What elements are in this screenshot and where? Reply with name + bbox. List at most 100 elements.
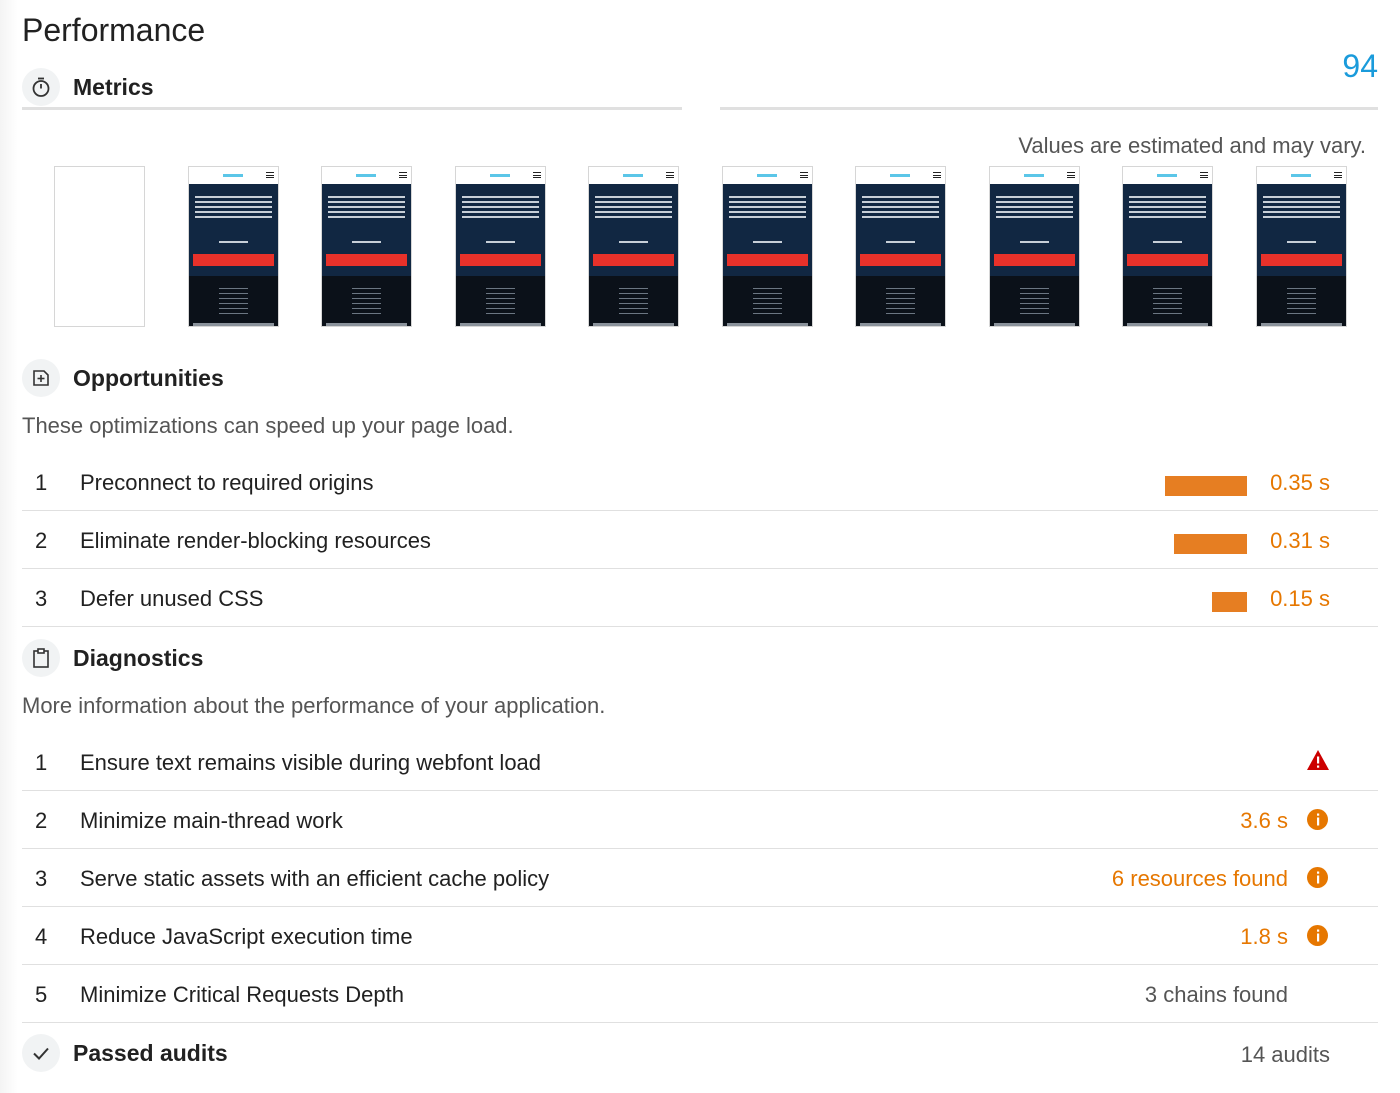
frame-text-line [462, 206, 539, 208]
row-title: Serve static assets with an efficient ca… [80, 866, 550, 891]
diagnostic-row[interactable]: 5 Minimize Critical Requests Depth 3 cha… [22, 965, 1378, 1023]
frame-footer-line [886, 298, 915, 299]
frame-footer-line [1153, 298, 1182, 299]
frame-hero [322, 184, 411, 276]
frame-logo [623, 174, 643, 177]
frame-hero [189, 184, 278, 276]
row-value: 6 resources found [1111, 866, 1288, 891]
diagnostic-row[interactable]: 4 Reduce JavaScript execution time 1.8 s [22, 907, 1378, 965]
frame-hero [990, 184, 1079, 276]
frame-header [189, 167, 278, 184]
frame-header [322, 167, 411, 184]
frame-text-line [195, 211, 272, 213]
frame-footer-line [1287, 308, 1316, 309]
frame-footer-line [886, 303, 915, 304]
filmstrip-frame-blank [54, 166, 145, 327]
frame-bottom-bar [1261, 323, 1342, 326]
frame-cta-bar [193, 254, 274, 266]
row-number: 2 [35, 528, 48, 553]
passed-audits-count: 14 audits [1240, 1042, 1330, 1067]
opportunity-row[interactable]: 2 Eliminate render-blocking resources 0.… [22, 511, 1378, 569]
frame-footer-line [219, 293, 248, 294]
hamburger-icon [533, 172, 541, 178]
row-number: 5 [35, 982, 48, 1007]
frame-hero [1257, 184, 1346, 276]
frame-footer-line [1153, 313, 1182, 314]
frame-text-line [619, 241, 648, 243]
row-title: Minimize Critical Requests Depth [80, 982, 404, 1007]
frame-hero [456, 184, 545, 276]
info-icon [1307, 867, 1328, 888]
frame-text-line [462, 211, 539, 213]
diagnostic-row[interactable]: 1 Ensure text remains visible during web… [22, 733, 1378, 791]
metrics-note: Values are estimated and may vary. [1018, 133, 1366, 158]
frame-text-line [1129, 196, 1206, 198]
frame-footer-line [1153, 303, 1182, 304]
frame-text-line [996, 206, 1073, 208]
frame-logo [490, 174, 510, 177]
hamburger-icon [800, 172, 808, 178]
frame-footer-line [619, 293, 648, 294]
frame-text-line [1287, 241, 1316, 243]
frame-header [856, 167, 945, 184]
row-number: 1 [35, 750, 48, 775]
frame-cta-bar [994, 254, 1075, 266]
left-shade [0, 0, 18, 1093]
frame-footer-line [753, 313, 782, 314]
frame-footer [990, 276, 1079, 326]
frame-text-line [862, 206, 939, 208]
frame-text-line [729, 216, 806, 218]
frame-text-line [729, 206, 806, 208]
frame-footer-line [1153, 293, 1182, 294]
frame-footer-line [886, 308, 915, 309]
diagnostics-header: Diagnostics [22, 639, 203, 677]
frame-text-line [1129, 216, 1206, 218]
frame-hero [723, 184, 812, 276]
frame-text-line [886, 241, 915, 243]
opportunity-row[interactable]: 1 Preconnect to required origins 0.35 s [22, 453, 1378, 511]
frame-footer-line [753, 298, 782, 299]
frame-text-line [1153, 241, 1182, 243]
frame-header [1257, 167, 1346, 184]
frame-text-line [1129, 206, 1206, 208]
filmstrip-frame [1122, 166, 1213, 327]
frame-footer-line [486, 288, 515, 289]
frame-footer [589, 276, 678, 326]
frame-footer-line [753, 303, 782, 304]
frame-footer-line [352, 313, 381, 314]
diagnostic-row[interactable]: 3 Serve static assets with an efficient … [22, 849, 1378, 907]
frame-text-line [328, 196, 405, 198]
frame-logo [757, 174, 777, 177]
filmstrip-frame [588, 166, 679, 327]
frame-text-line [996, 216, 1073, 218]
frame-logo [1291, 174, 1311, 177]
frame-cta-bar [1261, 254, 1342, 266]
frame-text-line [595, 196, 672, 198]
frame-text-line [1263, 196, 1340, 198]
row-value: 0.15 s [1270, 586, 1330, 611]
frame-footer-line [1020, 313, 1049, 314]
opportunity-icon [22, 359, 60, 397]
frame-header [589, 167, 678, 184]
frame-footer [856, 276, 945, 326]
hamburger-icon [1067, 172, 1075, 178]
frame-footer-line [219, 313, 248, 314]
hamburger-icon [1200, 172, 1208, 178]
frame-bottom-bar [593, 323, 674, 326]
metrics-label: Metrics [73, 73, 154, 100]
opportunity-row[interactable]: 3 Defer unused CSS 0.15 s [22, 569, 1378, 627]
row-title: Ensure text remains visible during webfo… [80, 750, 542, 775]
diagnostic-row[interactable]: 2 Minimize main-thread work 3.6 s [22, 791, 1378, 849]
frame-footer-line [1287, 288, 1316, 289]
page-title: Performance [22, 12, 206, 48]
row-value: 3.6 s [1240, 808, 1288, 833]
frame-text-line [862, 196, 939, 198]
frame-footer [322, 276, 411, 326]
frame-footer-line [219, 288, 248, 289]
frame-footer-line [352, 298, 381, 299]
frame-footer-line [886, 313, 915, 314]
frame-hero [856, 184, 945, 276]
frame-footer-line [1020, 308, 1049, 309]
frame-text-line [996, 201, 1073, 203]
passed-audits-header[interactable]: Passed audits [22, 1034, 228, 1072]
